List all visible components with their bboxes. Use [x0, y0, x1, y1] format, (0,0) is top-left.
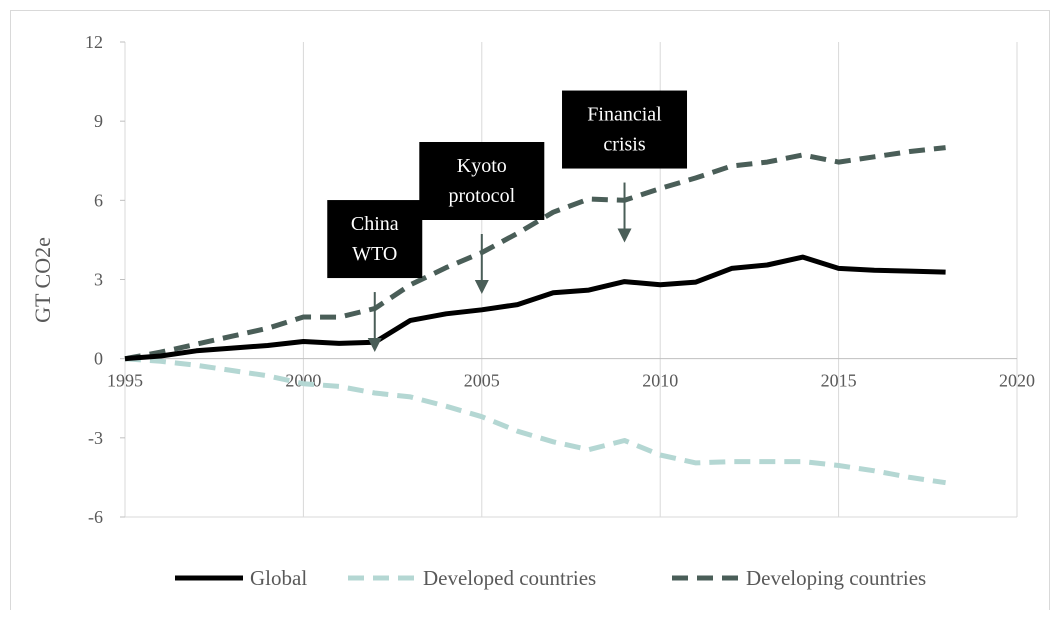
x-tick-label: 2010: [642, 371, 678, 391]
annotation-arrow-head: [474, 280, 489, 294]
series-line-developing-countries: [124, 145, 946, 362]
annotation-box: [419, 142, 545, 220]
legend-label: Developing countries: [746, 566, 926, 590]
annotation-label: crisis: [603, 134, 645, 156]
chart-frame: [10, 10, 1050, 610]
annotation-label: protocol: [448, 185, 515, 207]
tick-labels: -6 -3 0 3 6 9 12 1995 2000 2005 2010 2015 2020: [85, 32, 1035, 527]
legend: Global Developed countries Developing coun…: [175, 566, 926, 590]
annotation-label: WTO: [352, 243, 397, 265]
x-tick-label: 2015: [821, 371, 857, 391]
annotation-box: [327, 200, 423, 279]
x-tick-label: 2020: [999, 371, 1035, 391]
annotation-financial-crisis: Financial crisis: [562, 90, 688, 243]
y-tick-label: -6: [88, 507, 103, 527]
annotation-label: Kyoto: [457, 155, 507, 177]
annotation-label: Financial: [587, 104, 662, 126]
series-line-global: [124, 254, 946, 362]
annotation-label: China: [351, 213, 399, 235]
y-tick-label: 9: [94, 111, 103, 131]
x-tick-label: 2005: [464, 371, 500, 391]
y-tick-label: 12: [85, 32, 103, 52]
legend-label: Global: [250, 566, 307, 590]
annotation-china-wto: China WTO: [327, 200, 423, 353]
y-axis-label: GT CO2e: [30, 237, 55, 323]
series-line-developed-countries: [124, 356, 946, 486]
x-tick-label: 1995: [107, 371, 143, 391]
annotation-arrow-head: [367, 338, 382, 353]
legend-label: Developed countries: [423, 566, 596, 590]
y-tick-label: 6: [94, 190, 103, 210]
y-tick-label: 0: [94, 349, 103, 369]
series-lines: [124, 145, 946, 486]
annotation-box: [562, 90, 688, 169]
axes: [120, 41, 1017, 518]
annotation-arrow-head: [617, 228, 632, 243]
x-tick-label: 2000: [285, 371, 321, 391]
y-tick-label: -3: [88, 428, 103, 448]
annotation-kyoto-protocol: Kyoto protocol: [419, 142, 545, 294]
annotations: China WTO Kyoto protocol Financial crisis: [327, 90, 688, 353]
y-tick-label: 3: [94, 270, 103, 290]
